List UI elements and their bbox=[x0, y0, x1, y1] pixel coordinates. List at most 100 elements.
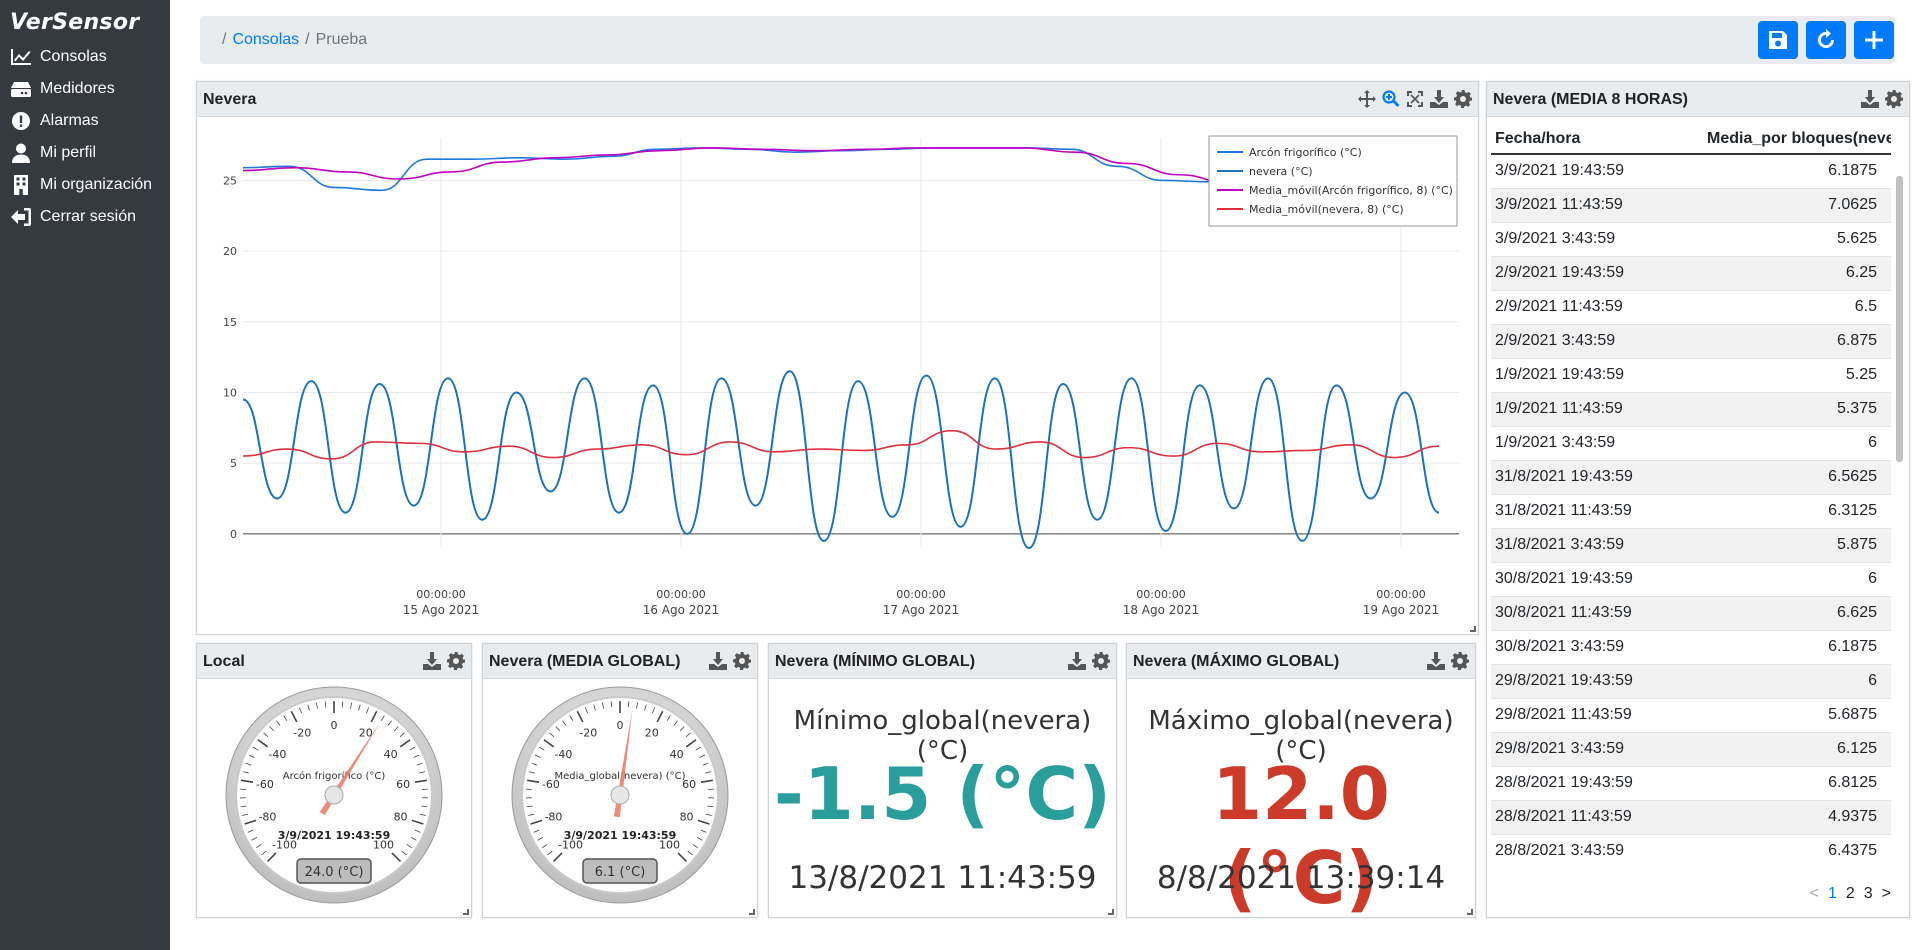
gauge-hub bbox=[324, 785, 344, 805]
scrollbar[interactable] bbox=[1896, 176, 1903, 866]
fit-icon[interactable] bbox=[1406, 90, 1424, 108]
series-line[interactable] bbox=[242, 429, 1440, 460]
nav-mi-perfil[interactable]: Mi perfil bbox=[0, 137, 170, 169]
breadcrumb-link-consolas[interactable]: Consolas bbox=[232, 31, 300, 48]
table-row[interactable]: 29/8/2021 3:43:59 6.125 bbox=[1491, 731, 1891, 766]
gauge-tick bbox=[644, 704, 647, 711]
download-icon[interactable] bbox=[1427, 652, 1445, 670]
gear-icon[interactable] bbox=[447, 652, 465, 670]
panel-actions bbox=[1068, 652, 1110, 670]
pager-page-2[interactable]: 2 bbox=[1845, 885, 1855, 902]
cell-fecha: 28/8/2021 19:43:59 bbox=[1491, 765, 1703, 800]
gauge-dial: -100 -80 -60 -40 -20 0 20 40 60 80 100 Arcón frigor… bbox=[225, 686, 443, 904]
column-header-fecha[interactable]: Fecha/hora bbox=[1491, 124, 1703, 155]
table-scroll-area[interactable]: Fecha/hora Media_por bloques(never... 3/… bbox=[1491, 124, 1906, 864]
legend-label[interactable]: Media_móvil(Arcón frigorífico, 8) (°C) bbox=[1249, 184, 1453, 197]
table-row[interactable]: 31/8/2021 3:43:59 5.875 bbox=[1491, 527, 1891, 562]
nav-label: Cerrar sesión bbox=[40, 208, 137, 225]
nav-alarmas[interactable]: Alarmas bbox=[0, 105, 170, 137]
table-row[interactable]: 1/9/2021 19:43:59 5.25 bbox=[1491, 357, 1891, 392]
gauge-tick bbox=[700, 829, 707, 833]
download-icon[interactable] bbox=[1068, 652, 1086, 670]
column-header-media[interactable]: Media_por bloques(never... bbox=[1703, 124, 1891, 155]
gauge-tick bbox=[299, 707, 302, 714]
gear-icon[interactable] bbox=[1092, 652, 1110, 670]
table-row[interactable]: 29/8/2021 19:43:59 6 bbox=[1491, 663, 1891, 698]
resize-handle[interactable] bbox=[1467, 909, 1473, 915]
resize-handle[interactable] bbox=[1470, 626, 1476, 632]
pager-page-1[interactable]: 1 bbox=[1827, 885, 1837, 902]
gauge-tick bbox=[530, 819, 543, 825]
table-row[interactable]: 30/8/2021 3:43:59 6.1875 bbox=[1491, 629, 1891, 664]
table-row[interactable]: 28/8/2021 19:43:59 6.8125 bbox=[1491, 765, 1891, 800]
table-row[interactable]: 30/8/2021 19:43:59 6 bbox=[1491, 561, 1891, 596]
sign-out-icon bbox=[11, 208, 31, 226]
gear-icon[interactable] bbox=[1454, 90, 1472, 108]
cell-fecha: 30/8/2021 11:43:59 bbox=[1491, 595, 1703, 630]
pager-prev[interactable]: < bbox=[1809, 885, 1819, 902]
cell-fecha: 3/9/2021 19:43:59 bbox=[1491, 153, 1703, 188]
gauge-tick-label: 80 bbox=[680, 811, 694, 824]
line-chart[interactable]: 0 5 10 15 20 25 00:00:00 15 Ago 2021 00:00:00 16 … bbox=[197, 118, 1478, 635]
gauge-tick-label: 60 bbox=[396, 778, 410, 791]
resize-handle[interactable] bbox=[749, 909, 755, 915]
nav-cerrar-sesion[interactable]: Cerrar sesión bbox=[0, 201, 170, 233]
series-line[interactable] bbox=[242, 370, 1440, 550]
legend-label[interactable]: nevera (°C) bbox=[1249, 165, 1313, 178]
cell-media: 4.9375 bbox=[1703, 799, 1891, 834]
table-row[interactable]: 31/8/2021 19:43:59 6.5625 bbox=[1491, 459, 1891, 494]
gauge-tick bbox=[652, 707, 655, 714]
table-row[interactable]: 30/8/2021 11:43:59 6.625 bbox=[1491, 595, 1891, 630]
table-row[interactable]: 2/9/2021 11:43:59 6.5 bbox=[1491, 289, 1891, 324]
table-row[interactable]: 29/8/2021 11:43:59 5.6875 bbox=[1491, 697, 1891, 732]
refresh-button[interactable] bbox=[1806, 21, 1846, 59]
gauge-tick-label: -40 bbox=[268, 748, 286, 761]
table-row[interactable]: 1/9/2021 3:43:59 6 bbox=[1491, 425, 1891, 460]
nav-label: Medidores bbox=[40, 80, 115, 97]
table-row[interactable]: 3/9/2021 19:43:59 6.1875 bbox=[1491, 153, 1891, 188]
download-icon[interactable] bbox=[709, 652, 727, 670]
x-tick-date: 15 Ago 2021 bbox=[403, 603, 480, 617]
download-icon[interactable] bbox=[423, 652, 441, 670]
pagination: < 1 2 3 > bbox=[1810, 885, 1891, 903]
scrollbar-thumb[interactable] bbox=[1896, 176, 1903, 462]
gear-icon[interactable] bbox=[1885, 90, 1903, 108]
table-row[interactable]: 3/9/2021 3:43:59 5.625 bbox=[1491, 221, 1891, 256]
table-row[interactable]: 3/9/2021 11:43:59 7.0625 bbox=[1491, 187, 1891, 222]
table-row[interactable]: 1/9/2021 11:43:59 5.375 bbox=[1491, 391, 1891, 426]
x-tick-date: 16 Ago 2021 bbox=[643, 603, 720, 617]
legend-label[interactable]: Media_móvil(nevera, 8) (°C) bbox=[1249, 203, 1404, 216]
table-row[interactable]: 2/9/2021 19:43:59 6.25 bbox=[1491, 255, 1891, 290]
zoom-icon[interactable] bbox=[1382, 90, 1400, 108]
save-button[interactable] bbox=[1758, 21, 1798, 59]
gear-icon[interactable] bbox=[733, 652, 751, 670]
table-row[interactable]: 28/8/2021 3:43:59 6.4375 bbox=[1491, 833, 1891, 864]
gauge-tick bbox=[527, 779, 540, 783]
table-row[interactable]: 31/8/2021 11:43:59 6.3125 bbox=[1491, 493, 1891, 528]
gauge-tick-label: -20 bbox=[293, 727, 311, 740]
nav-label: Consolas bbox=[40, 48, 107, 65]
chart-toolbar bbox=[1358, 90, 1472, 108]
nav-consolas[interactable]: Consolas bbox=[0, 41, 170, 73]
move-icon[interactable] bbox=[1358, 90, 1376, 108]
gauge-tick bbox=[324, 701, 327, 708]
gauge-tick bbox=[585, 707, 588, 714]
download-icon[interactable] bbox=[1430, 90, 1448, 108]
table-row[interactable]: 28/8/2021 11:43:59 4.9375 bbox=[1491, 799, 1891, 834]
cell-media: 6.1875 bbox=[1703, 629, 1891, 664]
gear-icon[interactable] bbox=[1451, 652, 1469, 670]
resize-handle[interactable] bbox=[1108, 909, 1114, 915]
add-button[interactable] bbox=[1854, 21, 1894, 59]
nav-medidores[interactable]: Medidores bbox=[0, 73, 170, 105]
resize-handle[interactable] bbox=[463, 909, 469, 915]
pager-page-3[interactable]: 3 bbox=[1863, 885, 1873, 902]
download-icon[interactable] bbox=[1861, 90, 1879, 108]
brand-logo[interactable]: VerSensor bbox=[10, 10, 140, 35]
table-row[interactable]: 2/9/2021 3:43:59 6.875 bbox=[1491, 323, 1891, 358]
gauge-tick bbox=[380, 715, 385, 721]
legend-label[interactable]: Arcón frigorífico (°C) bbox=[1249, 146, 1362, 159]
gauge-tick bbox=[421, 805, 428, 808]
gauge-tick bbox=[419, 771, 426, 774]
pager-next[interactable]: > bbox=[1881, 885, 1891, 902]
nav-mi-organizacion[interactable]: Mi organización bbox=[0, 169, 170, 201]
